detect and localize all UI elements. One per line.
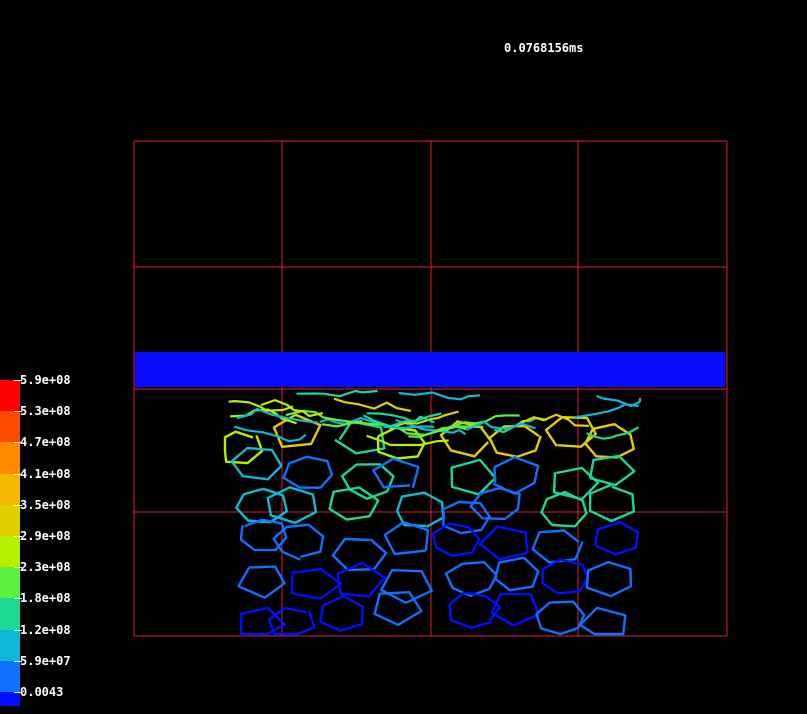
foam-cell-wall: [541, 558, 590, 595]
crushed-cell-wall: [383, 425, 435, 429]
foam-cell-wall: [469, 486, 521, 521]
crushed-cell-wall: [296, 389, 378, 398]
colorbar-swatch: [0, 473, 20, 505]
foam-cell-wall: [372, 457, 420, 489]
colorbar-swatch: [0, 598, 20, 630]
colorbar-swatch: [0, 380, 20, 412]
foam-cell-wall: [440, 500, 491, 535]
foam-cell-wall: [531, 529, 584, 564]
colorbar-label: 0.0043: [20, 685, 64, 699]
colorbar-tick: [14, 567, 22, 569]
crushed-cell-wall: [389, 410, 459, 430]
simulation-time: 0.0768156ms: [504, 41, 584, 55]
foam-cell-wall: [268, 606, 316, 636]
foam-cell-wall: [380, 569, 433, 605]
colorbar-swatch: [0, 442, 20, 474]
foam-cell-wall: [493, 556, 540, 592]
colorbar-tick: [14, 380, 22, 381]
foam-cell-wall: [266, 486, 318, 525]
foam-cell-wall: [448, 591, 502, 629]
colorbar-label: 3.5e+08: [20, 497, 71, 512]
colorbar-swatch: [0, 629, 20, 661]
foam-cell-wall: [340, 462, 395, 500]
foam-cell-wall: [444, 561, 498, 598]
colorbar-tick: [14, 629, 22, 631]
colorbar-label: 4.7e+08: [20, 435, 71, 450]
foam-cell-wall: [478, 525, 529, 561]
foam-cell-wall: [431, 522, 481, 557]
crushed-cell-wall: [520, 413, 589, 427]
foam-cell-wall: [588, 483, 636, 523]
foam-cell-wall: [237, 565, 286, 599]
foam-cell-wall: [272, 523, 325, 561]
foam-cell-wall: [588, 454, 636, 487]
impactor-plate: [135, 352, 725, 387]
colorbar-tick: [14, 504, 22, 506]
crushed-cell-wall: [586, 426, 640, 440]
foam-cell-network: [223, 389, 642, 636]
colorbar-swatch: [0, 536, 20, 568]
colorbar-label: 5.9e+07: [20, 653, 71, 668]
foam-cell-wall: [593, 520, 640, 556]
crushed-cell-wall: [465, 420, 536, 431]
colorbar-label: 5.9e+08: [20, 373, 71, 387]
colorbar-tick: [14, 473, 22, 475]
foam-cell-wall: [239, 518, 288, 552]
crushed-cell-wall: [448, 414, 520, 429]
foam-cell-wall: [383, 521, 430, 556]
foam-cell-wall: [319, 594, 365, 632]
crushed-cell-wall: [260, 399, 324, 418]
colorbar-tick: [14, 411, 22, 413]
foam-cell-wall: [230, 446, 283, 482]
foam-cell-wall: [336, 561, 386, 598]
crushed-cell-wall: [398, 391, 481, 401]
crushed-cell-wall: [233, 425, 307, 443]
foam-cell-wall: [328, 486, 380, 521]
colorbar-swatch: [0, 567, 20, 599]
foam-cell-wall: [535, 600, 586, 636]
colorbar-label: 1.2e+08: [20, 622, 71, 637]
crushed-cell-wall: [362, 412, 442, 428]
colorbar-tick: [14, 442, 22, 444]
foam-cell-wall: [223, 430, 264, 465]
colorbar-tick: [14, 692, 22, 693]
foam-cell-wall: [372, 591, 423, 626]
colorbar-swatch: [0, 411, 20, 443]
colorbar-label: 5.3e+08: [20, 404, 71, 419]
colorbar-label: 4.1e+08: [20, 466, 71, 481]
colorbar-label: 2.9e+08: [20, 529, 71, 543]
foam-cell-wall: [239, 606, 286, 636]
colorbar-tick: [14, 536, 22, 537]
foam-cell-wall: [282, 455, 334, 489]
foam-cell-wall: [488, 424, 542, 458]
crushed-cell-wall: [228, 400, 294, 412]
foam-cell-wall: [490, 593, 540, 627]
crushed-cell-wall: [596, 394, 642, 408]
colorbar-swatch: [0, 504, 20, 536]
foam-cell-wall: [544, 416, 597, 448]
colorbar-label: 1.8e+08: [20, 591, 71, 606]
crushed-cell-wall: [366, 412, 435, 424]
stress-colorbar: 5.9e+08 5.3e+08 4.7e+08 4.1e+08 3.5e+08 2.9e+…: [0, 373, 90, 706]
foam-cell-wall: [450, 458, 497, 496]
foam-cell-wall: [540, 490, 588, 528]
foam-cell-wall: [578, 606, 627, 636]
crushed-cell-wall: [333, 397, 412, 413]
crushed-cell-wall: [366, 434, 449, 447]
foam-cell-wall: [584, 423, 635, 459]
colorbar-swatch: [0, 660, 20, 692]
colorbar-label: 2.3e+08: [20, 560, 71, 575]
colorbar-tick: [14, 660, 22, 662]
foam-cell-wall: [290, 567, 343, 600]
crushed-cell-wall: [236, 407, 319, 424]
colorbar-tick: [14, 598, 22, 600]
foam-cell-wall: [552, 466, 600, 501]
mesh-grid: [133, 140, 728, 637]
crushed-cell-wall: [408, 425, 484, 438]
colorbar-swatch: [0, 692, 20, 706]
foam-cell-wall: [585, 560, 633, 598]
